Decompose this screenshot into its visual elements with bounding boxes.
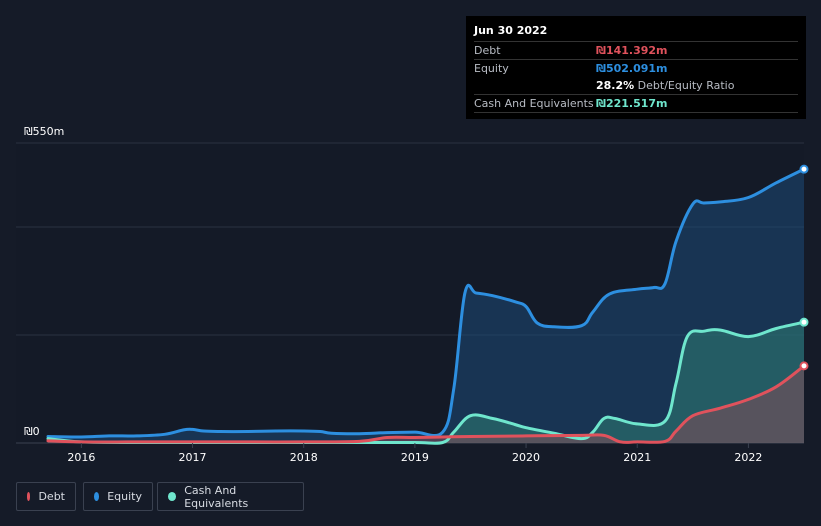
x-tick-label: 2016 [67,451,95,464]
debt-area [48,365,804,443]
debt-endpoint [799,361,809,371]
x-tick-label: 2018 [290,451,318,464]
tooltip-ratio-value: 28.2% [596,79,635,92]
x-tick-label: 2019 [401,451,429,464]
equity-area [48,169,804,443]
equity-line [46,167,806,439]
tooltip-cash-label: Cash And Equivalents [474,97,594,110]
debt-line [46,364,806,444]
tooltip-ratio-label: Debt/Equity Ratio [637,79,735,92]
legend-item-cash[interactable]: Cash And Equivalents [157,482,304,511]
legend-equity-label: Equity [107,490,142,503]
tooltip-equity-label: Equity [474,62,509,75]
legend-item-debt[interactable]: Debt [16,482,76,511]
legend-item-equity[interactable]: Equity [83,482,153,511]
tooltip-debt-value: ₪141.392m [596,44,668,57]
tooltip-debt-row: Debt ₪141.392m [474,41,798,59]
legend-equity-dot [94,492,100,501]
tooltip-cash-value: ₪221.517m [596,97,668,110]
tooltip-debt-label: Debt [474,44,501,57]
tooltip-panel: Jun 30 2022 Debt ₪141.392m Equity ₪502.0… [466,16,806,119]
equity-endpoint [799,164,809,174]
x-tick-label: 2020 [512,451,540,464]
y-axis-zero-label: ₪0 [24,425,40,438]
legend-cash-label: Cash And Equivalents [184,483,249,510]
tooltip-equity-row: Equity ₪502.091m [474,59,798,77]
series-endpoints [799,164,809,371]
x-axis-ticks: 2016 2017 2018 2019 2020 2021 2022 [67,443,762,464]
tooltip-cash-row: Cash And Equivalents ₪221.517m [474,94,798,113]
cash-endpoint [799,317,809,327]
x-tick-label: 2021 [623,451,651,464]
x-tick-label: 2022 [734,451,762,464]
y-axis-max-label: ₪550m [24,125,64,138]
series-lines [46,167,806,445]
legend-debt-label: Debt [38,490,65,503]
tooltip-date: Jun 30 2022 [474,24,548,37]
tooltip-ratio-row: 28.2% Debt/Equity Ratio [474,77,798,94]
x-tick-label: 2017 [179,451,207,464]
legend-cash-dot [168,492,177,501]
legend-debt-dot [27,492,31,501]
series-areas [48,169,804,444]
tooltip-equity-value: ₪502.091m [596,62,668,75]
